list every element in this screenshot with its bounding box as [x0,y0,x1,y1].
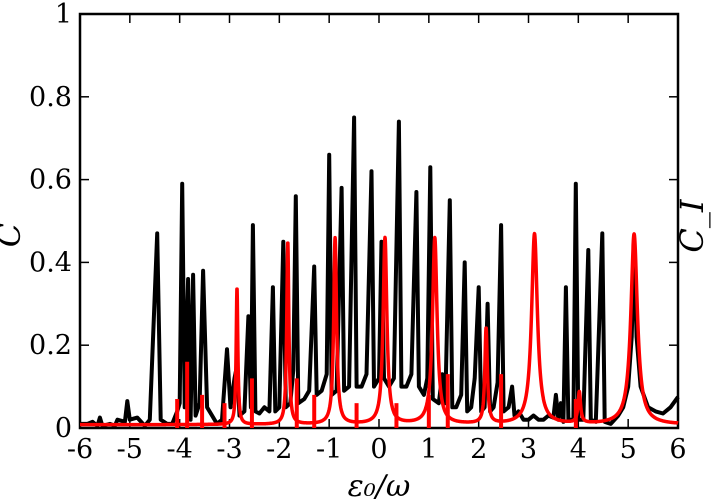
y-tick-label: 1 [55,0,72,30]
x-tick-label: 1 [420,434,437,465]
series-layer [78,115,680,428]
x-tick-label: -3 [216,434,242,465]
x-tick-label: -4 [167,434,193,465]
axis-tick-labels: -6 -5 -4 -3 -2 -1 0 1 2 3 4 5 6 0 0.2 0.4 0.6 0.8 1 [29,0,687,465]
x-tick-label: 3 [520,434,537,465]
x-tick-label: 4 [570,434,587,465]
x-axis-title: ε₀/ω [348,469,411,504]
x-tick-label: 2 [470,434,487,465]
y-tick-label: 0.4 [29,247,72,278]
axis-ticks [79,13,679,429]
x-tick-label: -1 [316,434,342,465]
x-tick-label: 5 [620,434,637,465]
x-tick-label: -5 [117,434,143,465]
x-tick-label: -6 [67,434,93,465]
series-line-black [80,115,680,428]
x-tick-label: 6 [669,434,686,465]
y-tick-label: 0.2 [29,330,72,361]
y-axis-title-left: C̄ [0,223,28,247]
y-tick-label: 0.8 [29,82,72,113]
y-tick-label: 0.6 [29,165,72,196]
x-tick-label: -2 [266,434,292,465]
x-tick-label: 0 [370,434,387,465]
y-tick-label: 0 [55,413,72,444]
y-axis-title-right: C_I [673,198,711,252]
series-line-red [78,231,680,427]
